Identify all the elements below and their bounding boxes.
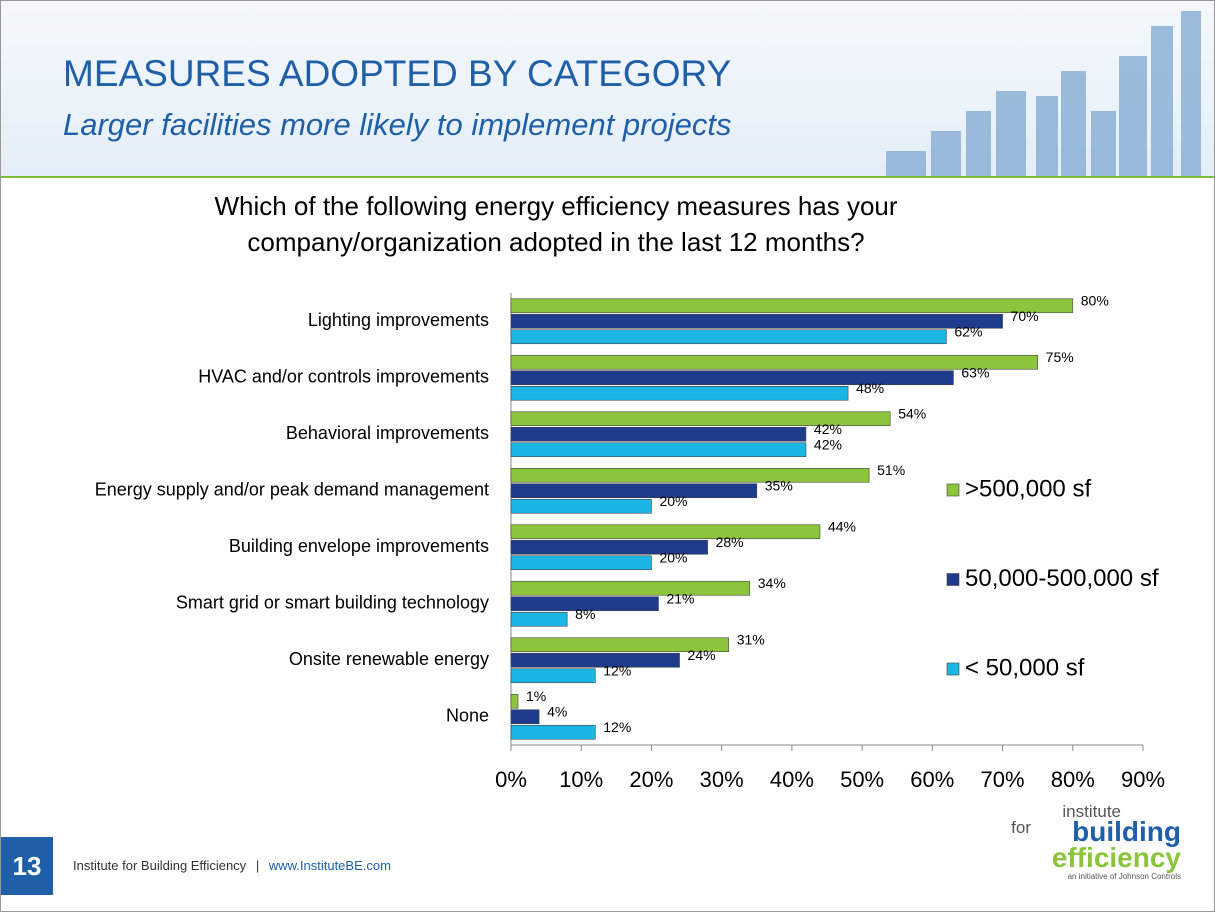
value-label: 24% [688, 647, 716, 663]
value-label: 51% [877, 462, 905, 478]
x-tick-label: 90% [1121, 767, 1165, 792]
value-label: 12% [603, 719, 631, 735]
y-tick-label: Lighting improvements [308, 310, 489, 330]
footer-separator: | [255, 858, 260, 873]
bar [510, 313, 1003, 329]
bar [510, 483, 758, 499]
bar [510, 668, 596, 684]
value-label: 42% [814, 421, 842, 437]
logo-text: institute [1062, 802, 1121, 821]
value-label: 12% [603, 662, 631, 678]
value-label: 34% [758, 575, 786, 591]
y-tick-label: None [446, 706, 489, 726]
bar [510, 385, 849, 401]
bar [510, 524, 821, 540]
value-label: 44% [828, 518, 856, 534]
logo: institute for building efficiency an ini… [941, 803, 1181, 881]
legend-label: >500,000 sf [965, 475, 1091, 502]
legend-swatch [946, 573, 960, 586]
slide-title: MEASURES ADOPTED BY CATEGORY [63, 53, 732, 94]
legend-swatch [946, 662, 960, 676]
value-label: 75% [1046, 349, 1074, 365]
x-tick-label: 80% [1051, 767, 1095, 792]
bar [510, 370, 954, 386]
bar [510, 596, 659, 612]
value-label: 54% [898, 405, 926, 421]
footer-org: Institute for Building Efficiency [73, 858, 247, 873]
value-label: 48% [856, 380, 884, 396]
bar [510, 298, 1074, 314]
bar [510, 611, 568, 627]
chart: 0% 10% 20% 30% 40% 50% 60% 70% 80% 90% Lighting im… [95, 292, 1165, 792]
value-label: 80% [1081, 292, 1109, 308]
logo-tagline: an initiative of Johnson Controls [1067, 872, 1181, 881]
x-tick-label: 70% [981, 767, 1025, 792]
footer-url[interactable]: www.InstituteBE.com [268, 858, 391, 873]
bar [510, 498, 652, 514]
value-label: 62% [954, 323, 982, 339]
y-tick-label: Onsite renewable energy [289, 649, 489, 669]
value-label: 28% [716, 534, 744, 550]
header-band: MEASURES ADOPTED BY CATEGORY Larger faci… [1, 1, 1214, 178]
x-tick-label: 40% [770, 767, 814, 792]
x-tick-label: 60% [910, 767, 954, 792]
legend-label: 50,000-500,000 sf [965, 565, 1159, 592]
value-label: 42% [814, 436, 842, 452]
chart-title: Which of the following energy efficiency… [214, 191, 898, 257]
y-tick-label: Building envelope improvements [229, 536, 489, 556]
x-tick-label: 20% [629, 767, 673, 792]
slide-subtitle: Larger facilities more likely to impleme… [63, 107, 732, 142]
bar [510, 724, 596, 740]
bar [510, 555, 652, 571]
value-label: 21% [666, 590, 694, 606]
bar [510, 709, 540, 725]
value-label: 20% [659, 549, 687, 565]
bar [510, 637, 729, 653]
y-tick-label: Smart grid or smart building technology [176, 593, 489, 613]
bar [510, 426, 807, 442]
value-label: 20% [659, 493, 687, 509]
y-tick-label: Energy supply and/or peak demand managem… [95, 480, 489, 500]
x-tick-label: 30% [700, 767, 744, 792]
y-tick-label: HVAC and/or controls improvements [198, 367, 489, 387]
bar [510, 580, 751, 596]
bar [510, 411, 891, 427]
bar [510, 652, 680, 668]
value-label: 8% [575, 606, 595, 622]
x-tick-label: 0% [495, 767, 527, 792]
skyline [886, 11, 1201, 176]
bar [510, 693, 519, 709]
bar [510, 539, 708, 555]
legend-swatch [946, 483, 960, 497]
bar [510, 467, 870, 483]
value-label: 1% [526, 688, 546, 704]
legend-label: < 50,000 sf [965, 654, 1085, 681]
page-number: 13 [1, 837, 53, 895]
logo-text: efficiency [1051, 842, 1181, 873]
logo-text: building [1072, 816, 1181, 847]
logo-text: for [1011, 818, 1031, 837]
value-label: 4% [547, 703, 567, 719]
value-label: 35% [765, 477, 793, 493]
bar [510, 354, 1038, 370]
footer: Institute for Building Efficiency | www.… [73, 858, 391, 873]
value-label: 70% [1011, 308, 1039, 324]
value-label: 31% [737, 631, 765, 647]
bar [510, 442, 807, 458]
x-tick-label: 50% [840, 767, 884, 792]
bar [510, 329, 947, 345]
value-label: 63% [961, 364, 989, 380]
y-tick-label: Behavioral improvements [286, 423, 489, 443]
x-tick-label: 10% [559, 767, 603, 792]
